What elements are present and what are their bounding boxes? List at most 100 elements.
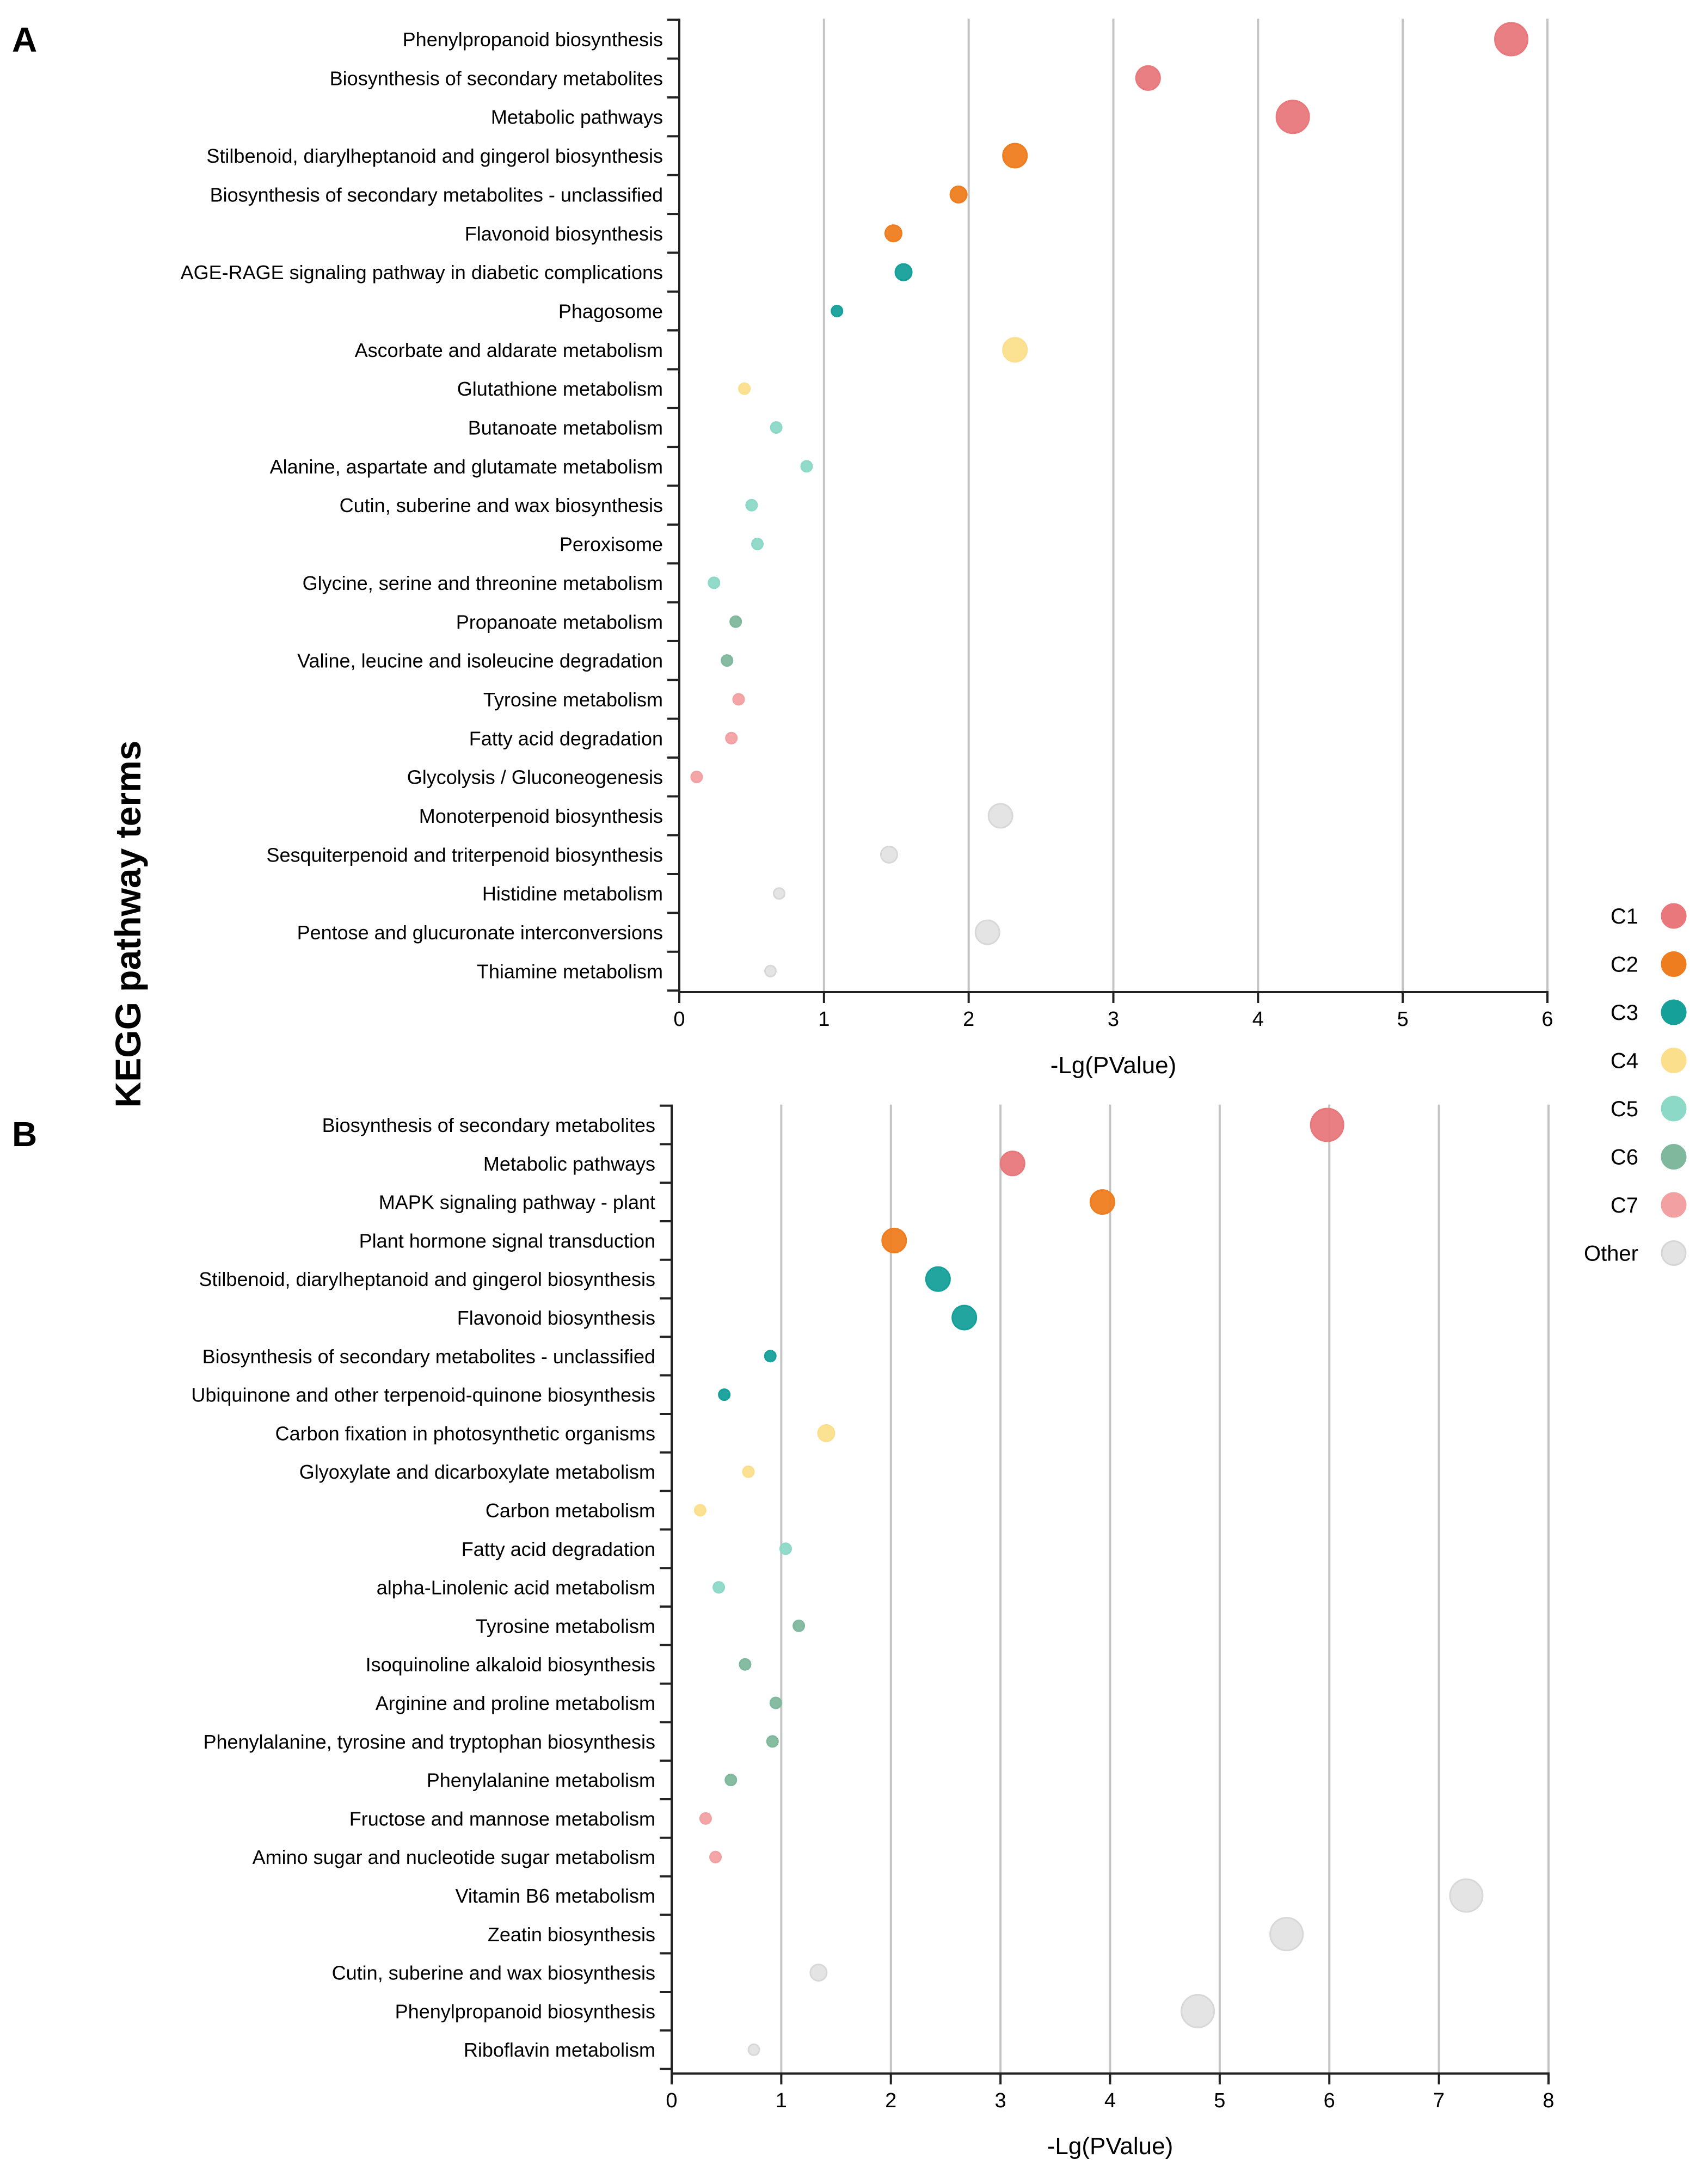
data-point — [764, 1350, 777, 1363]
data-point — [831, 304, 844, 317]
term-label: Carbon fixation in photosynthetic organi… — [275, 1422, 655, 1444]
data-point — [729, 615, 742, 628]
data-point — [949, 185, 968, 204]
data-point — [709, 1850, 722, 1863]
data-point — [809, 1964, 828, 1982]
term-label: Histidine metabolism — [482, 883, 663, 905]
data-point — [1494, 22, 1529, 57]
data-point — [690, 771, 703, 784]
term-label: Valine, leucine and isoleucine degradati… — [297, 650, 663, 672]
term-label: Fatty acid degradation — [469, 727, 663, 749]
term-label: Biosynthesis of secondary metabolites — [322, 1114, 655, 1136]
legend-label: C7 — [1611, 1193, 1638, 1217]
data-point — [738, 382, 751, 395]
legend-marker — [1661, 1144, 1687, 1170]
term-label: Glyoxylate and dicarboxylate metabolism — [299, 1461, 655, 1483]
panel-a-chart: A 0 1 2 3 4 5 6 -Lg(PValue) Phenylpropanoid biosy… — [12, 19, 1553, 1079]
term-label: Metabolic pathways — [483, 1153, 655, 1175]
term-label: Phenylalanine metabolism — [427, 1769, 655, 1792]
data-point — [1275, 100, 1310, 134]
term-label: Biosynthesis of secondary metabolites — [330, 67, 663, 89]
term-label: Flavonoid biosynthesis — [465, 223, 663, 245]
legend-marker — [1661, 951, 1687, 977]
term-label: Metabolic pathways — [491, 106, 663, 128]
term-label: Propanoate metabolism — [456, 611, 663, 633]
data-point — [974, 919, 1000, 945]
data-point — [792, 1619, 806, 1632]
data-point — [999, 1151, 1025, 1177]
data-point — [724, 1774, 738, 1787]
term-label: Biosynthesis of secondary metabolites - … — [202, 1345, 655, 1368]
x-tick-label: 3 — [1108, 1008, 1119, 1031]
term-label: Plant hormone signal transduction — [359, 1229, 655, 1252]
x-tick-label: 8 — [1543, 2089, 1554, 2112]
data-point — [693, 1504, 706, 1517]
data-point — [764, 964, 777, 977]
data-point — [881, 1227, 907, 1253]
x-tick-label: 6 — [1324, 2089, 1335, 2112]
term-label: Pentose and glucuronate interconversions — [297, 921, 663, 944]
panel-letter: A — [12, 20, 37, 59]
term-label: Stilbenoid, diarylheptanoid and gingerol… — [206, 145, 663, 167]
term-label: Carbon metabolism — [486, 1499, 655, 1522]
legend-marker — [1661, 1048, 1687, 1073]
data-point — [699, 1812, 712, 1825]
legend-label: C5 — [1611, 1097, 1638, 1121]
legend-marker — [1661, 1096, 1687, 1122]
data-point — [772, 887, 785, 900]
legend-label: C2 — [1611, 953, 1638, 977]
data-point — [751, 538, 764, 551]
term-label: Biosynthesis of secondary metabolites - … — [210, 183, 663, 206]
legend-marker — [1661, 1240, 1687, 1266]
term-label: Phenylpropanoid biosynthesis — [395, 2000, 655, 2022]
term-label: Arginine and proline metabolism — [376, 1692, 655, 1714]
x-tick-label: 4 — [1252, 1008, 1264, 1031]
data-point — [880, 845, 898, 864]
x-tick-label: 0 — [666, 2089, 677, 2112]
term-label: Phenylalanine, tyrosine and tryptophan b… — [203, 1731, 655, 1753]
term-label: Cutin, suberine and wax biosynthesis — [340, 494, 663, 516]
x-tick-label: 5 — [1214, 2089, 1225, 2112]
term-label: AGE-RAGE signaling pathway in diabetic c… — [181, 261, 663, 284]
data-point — [1449, 1878, 1484, 1913]
term-label: Fructose and mannose metabolism — [349, 1807, 655, 1830]
legend-label: C1 — [1611, 905, 1638, 928]
term-label: Glutathione metabolism — [457, 378, 663, 400]
x-tick-label: 4 — [1104, 2089, 1116, 2112]
data-point — [742, 1465, 755, 1478]
term-label: Isoquinoline alkaloid biosynthesis — [366, 1653, 655, 1676]
x-tick-label: 7 — [1433, 2089, 1445, 2112]
data-point — [894, 263, 913, 281]
data-point — [1181, 1994, 1215, 2028]
x-tick-label: 2 — [963, 1008, 974, 1031]
term-label: Phenylpropanoid biosynthesis — [403, 28, 663, 51]
data-point — [708, 576, 721, 589]
term-label: Flavonoid biosynthesis — [457, 1307, 655, 1329]
legend-label: C4 — [1611, 1049, 1638, 1073]
term-label: Butanoate metabolism — [468, 417, 663, 439]
data-point — [1002, 337, 1028, 363]
data-point — [732, 693, 745, 706]
term-label: Stilbenoid, diarylheptanoid and gingerol… — [199, 1268, 655, 1290]
term-label: Peroxisome — [560, 533, 663, 556]
x-axis-title: -Lg(PValue) — [1050, 1052, 1177, 1079]
x-tick-label: 1 — [818, 1008, 830, 1031]
legend-marker — [1661, 903, 1687, 929]
data-point — [884, 224, 902, 243]
y-axis-title: KEGG pathway terms — [108, 741, 148, 1108]
legend-label: C6 — [1611, 1146, 1638, 1170]
data-point — [1002, 143, 1028, 169]
data-point — [770, 421, 783, 434]
x-tick-label: 0 — [673, 1008, 685, 1031]
legend-label: Other — [1584, 1242, 1638, 1266]
data-point — [745, 499, 758, 512]
x-tick-label: 3 — [995, 2089, 1006, 2112]
data-point — [712, 1581, 726, 1594]
data-point — [766, 1735, 779, 1748]
x-tick-label: 5 — [1397, 1008, 1409, 1031]
term-label: Glycine, serine and threonine metabolism — [303, 572, 663, 594]
data-point — [725, 731, 738, 745]
term-label: Ubiquinone and other terpenoid-quinone b… — [191, 1384, 655, 1406]
panel-letter: B — [12, 1115, 37, 1154]
term-label: Riboflavin metabolism — [464, 2039, 655, 2061]
